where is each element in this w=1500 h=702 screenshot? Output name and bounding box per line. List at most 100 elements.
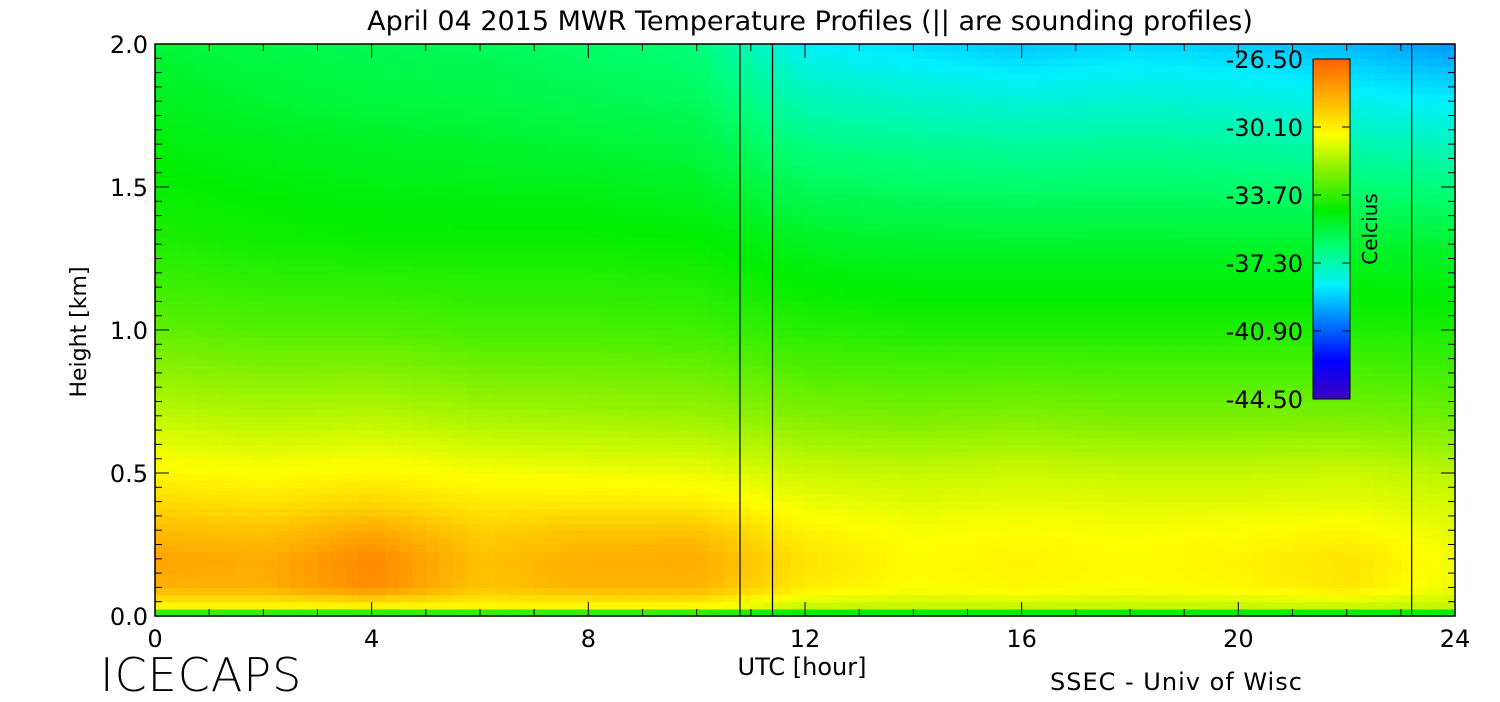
heatmap-cell [845,508,860,517]
heatmap-cell [507,501,522,510]
heatmap-cell [791,322,806,331]
heatmap-cell [1048,301,1063,310]
heatmap-cell [669,344,684,353]
heatmap-cell [1414,287,1429,295]
heatmap-cell [1427,523,1443,531]
heatmap-cell [764,380,779,388]
heatmap-cell [764,508,779,517]
heatmap-cell [628,244,644,252]
heatmap-cell [547,523,562,531]
heatmap-cell [913,380,928,388]
heatmap-cell [331,415,346,424]
heatmap-cell [1035,322,1050,331]
heatmap-cell [182,580,197,588]
heatmap-cell [547,279,562,288]
heatmap-cell [967,487,982,496]
heatmap-cell [195,422,210,431]
heatmap-cell [1292,501,1307,510]
heatmap-cell [547,408,562,417]
heatmap-cell [317,337,332,345]
heatmap-cell [1116,372,1131,381]
heatmap-cell [1211,358,1226,367]
heatmap-cell [209,322,224,331]
heatmap-cell [805,558,820,567]
heatmap-cell [168,315,183,324]
heatmap-cell [1008,301,1023,310]
heatmap-cell [926,394,942,403]
heatmap-cell [574,430,589,438]
heatmap-cell [209,315,224,324]
heatmap-cell [1143,537,1158,546]
heatmap-cell [1170,351,1185,360]
heatmap-cell [1224,380,1239,388]
heatmap-cell [412,594,427,603]
heatmap-cell [168,594,183,603]
heatmap-cell [832,508,847,517]
heatmap-cell [588,337,603,345]
heatmap-cell [412,558,427,567]
heatmap-cell [1360,494,1375,503]
heatmap-cell [1008,330,1023,338]
heatmap-cell [561,301,576,310]
heatmap-cell [1427,344,1443,353]
heatmap-cell [1319,444,1334,453]
heatmap-cell [236,401,251,410]
heatmap-cell [1265,244,1280,252]
heatmap-cell [439,594,454,603]
heatmap-cell [832,594,847,603]
heatmap-cell [1035,494,1050,503]
heatmap-cell [818,523,833,531]
heatmap-cell [940,608,955,617]
heatmap-cell [195,580,210,588]
heatmap-cell [344,544,359,553]
heatmap-cell [1130,594,1145,603]
heatmap-cell [981,530,996,538]
heatmap-cell [967,408,982,417]
heatmap-cell [290,587,305,596]
heatmap-cell [236,265,251,274]
heatmap-cell [994,244,1009,252]
heatmap-cell [1048,251,1063,260]
heatmap-cell [1441,487,1456,496]
heatmap-cell [750,487,765,496]
heatmap-cell [791,465,806,474]
heatmap-cell [1116,465,1131,474]
heatmap-cell [1116,344,1131,353]
heatmap-cell [981,558,996,567]
heatmap-cell [723,251,738,260]
heatmap-cell [1008,437,1023,445]
heatmap-cell [777,358,793,367]
heatmap-cell [1224,537,1239,546]
heatmap-cell [791,351,806,360]
heatmap-cell [412,573,427,581]
heatmap-cell [710,573,725,581]
heatmap-cell [425,515,440,524]
heatmap-cell [642,458,657,467]
heatmap-cell [534,358,549,367]
heatmap-cell [818,451,833,460]
heatmap-cell [1184,308,1199,317]
heatmap-cell [1197,515,1212,524]
heatmap-cell [1143,465,1158,474]
heatmap-cell [683,358,698,367]
heatmap-cell [913,408,928,417]
heatmap-cell [1265,473,1280,481]
heatmap-cell [953,301,969,310]
heatmap-cell [1035,580,1050,588]
heatmap-cell [520,473,535,481]
heatmap-cell [1346,358,1361,367]
heatmap-cell [1211,515,1226,524]
heatmap-cell [303,315,319,324]
heatmap-cell [236,608,251,617]
heatmap-cell [1035,344,1050,353]
heatmap-cell [520,387,535,395]
heatmap-cell [1102,330,1118,338]
heatmap-cell [601,430,617,438]
heatmap-cell [588,315,603,324]
heatmap-cell [750,358,765,367]
heatmap-cell [1251,480,1267,488]
heatmap-cell [344,315,359,324]
heatmap-cell [155,351,170,360]
heatmap-cell [1048,287,1063,295]
heatmap-cell [1387,544,1402,553]
